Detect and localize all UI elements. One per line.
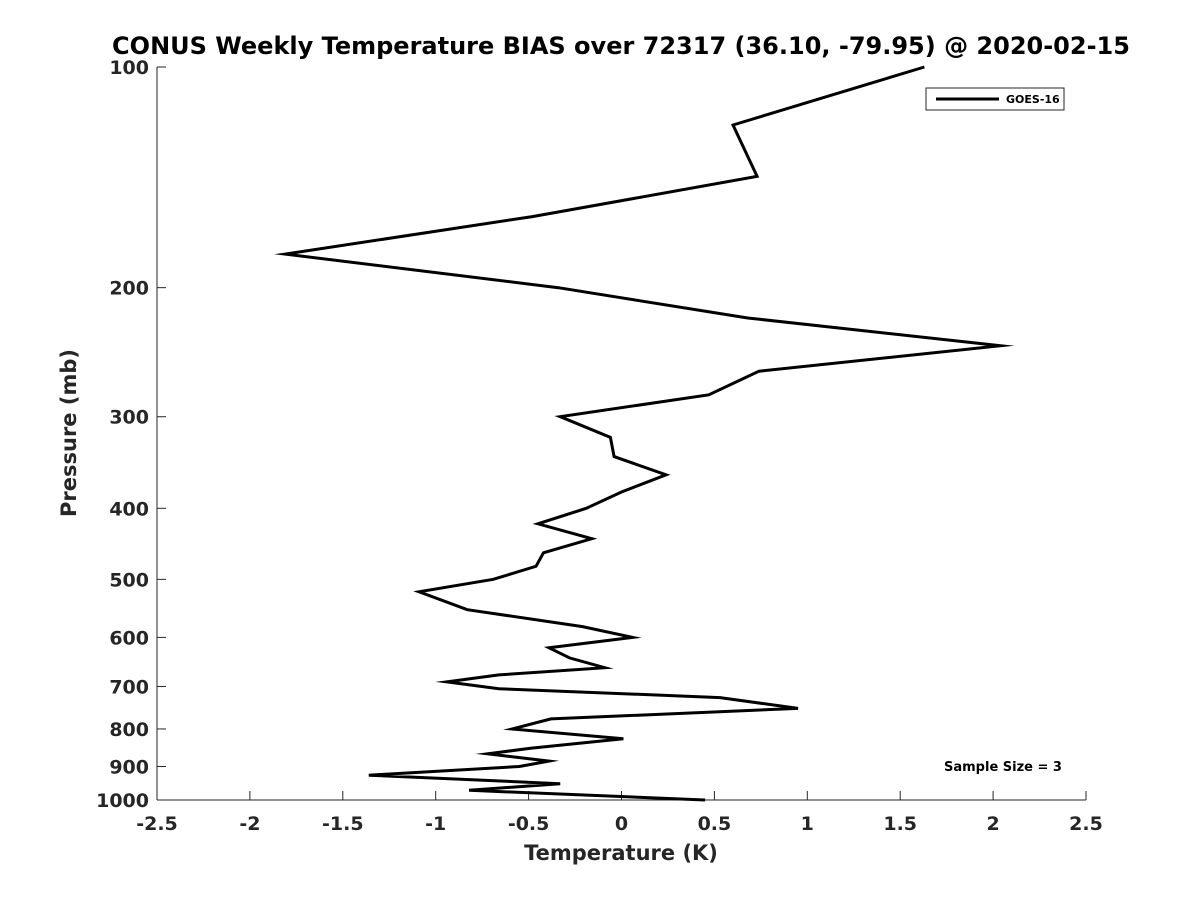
y-tick-label: 300 (109, 407, 149, 429)
series-line-goes-16 (274, 65, 1015, 802)
y-tick-label: 600 (109, 627, 149, 649)
y-tick-label: 900 (109, 756, 149, 778)
y-tick-label: 400 (109, 498, 149, 520)
x-tick-label: -0.5 (508, 813, 550, 835)
y-tick-label: 700 (109, 676, 149, 698)
x-tick-label: -2 (239, 813, 260, 835)
x-axis-ticks: -2.5 -2 -1.5 -1 -0.5 0 0.5 1 1.5 2 2.5 (136, 791, 1103, 835)
x-tick-label: 1.5 (883, 813, 917, 835)
x-tick-label: 0 (615, 813, 628, 835)
y-tick-label: 200 (109, 278, 149, 300)
x-tick-label: 2 (986, 813, 999, 835)
y-axis-ticks: 100 200 300 400 500 600 700 800 900 1000 (96, 57, 166, 812)
series-layer (274, 65, 1015, 802)
x-tick-label: -2.5 (136, 813, 178, 835)
x-tick-label: 1 (801, 813, 814, 835)
sample-size-annotation: Sample Size = 3 (944, 760, 1062, 775)
y-axis-label: Pressure (mb) (57, 349, 81, 517)
x-tick-label: 0.5 (698, 813, 732, 835)
x-tick-label: -1.5 (322, 813, 364, 835)
y-tick-label: 800 (109, 719, 149, 741)
legend: GOES-16 (925, 87, 1065, 111)
y-tick-label: 1000 (96, 790, 149, 812)
chart-title: CONUS Weekly Temperature BIAS over 72317… (112, 32, 1130, 60)
x-tick-label: 2.5 (1069, 813, 1103, 835)
x-axis-label: Temperature (K) (524, 841, 718, 865)
y-tick-label: 100 (109, 57, 149, 79)
y-tick-label: 500 (109, 569, 149, 591)
x-tick-label: -1 (425, 813, 446, 835)
legend-series-label: GOES-16 (1006, 93, 1060, 106)
